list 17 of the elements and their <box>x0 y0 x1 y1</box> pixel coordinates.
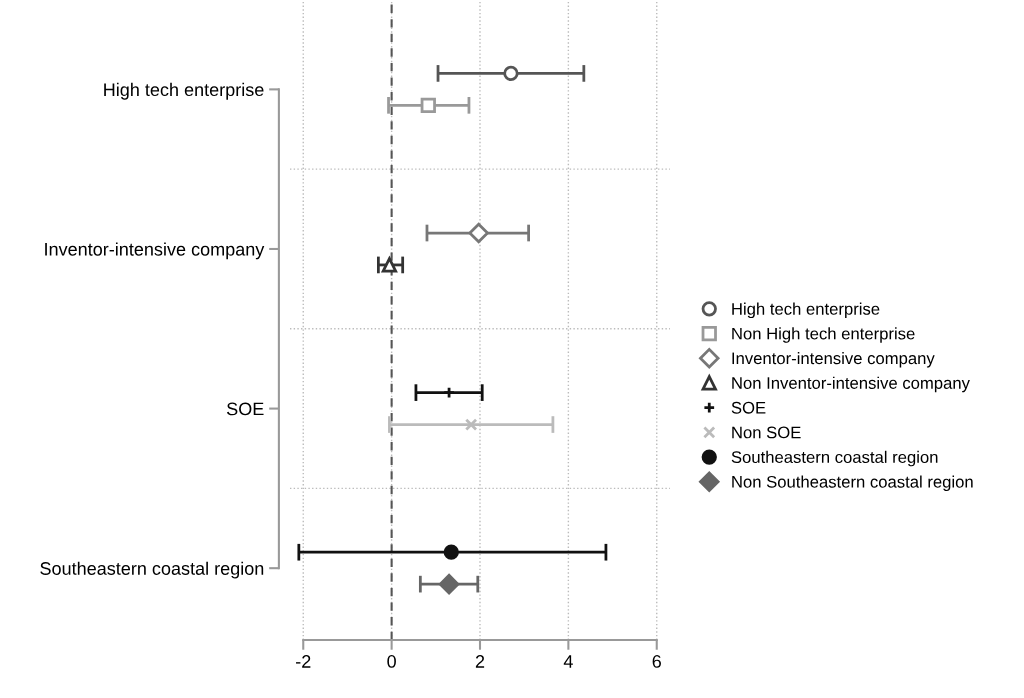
y-tick-label: High tech enterprise <box>104 82 264 100</box>
y-tick-label: Southeastern coastal region <box>40 561 264 579</box>
x-tick-label: 4 <box>563 655 573 668</box>
x-tick-label: -2 <box>296 655 311 668</box>
legend-label: Southeastern coastal region <box>731 450 938 467</box>
legend-label: Non Southeastern coastal region <box>732 475 973 492</box>
x-tick-label: 2 <box>475 655 485 668</box>
y-tick-label: SOE <box>227 402 264 416</box>
legend-label: Non High tech enterprise <box>732 327 915 343</box>
x-tick-label: 0 <box>387 655 396 668</box>
y-tick-label: Inventor-intensive company <box>45 242 265 260</box>
x-tick-label: 6 <box>652 655 661 668</box>
legend-label: High tech enterprise <box>732 302 880 319</box>
legend-label: SOE <box>731 401 766 414</box>
legend-label: Non Inventor-intensive company <box>732 376 970 393</box>
legend-label: Inventor-intensive company <box>732 351 935 368</box>
legend-label: Non SOE <box>732 426 801 439</box>
